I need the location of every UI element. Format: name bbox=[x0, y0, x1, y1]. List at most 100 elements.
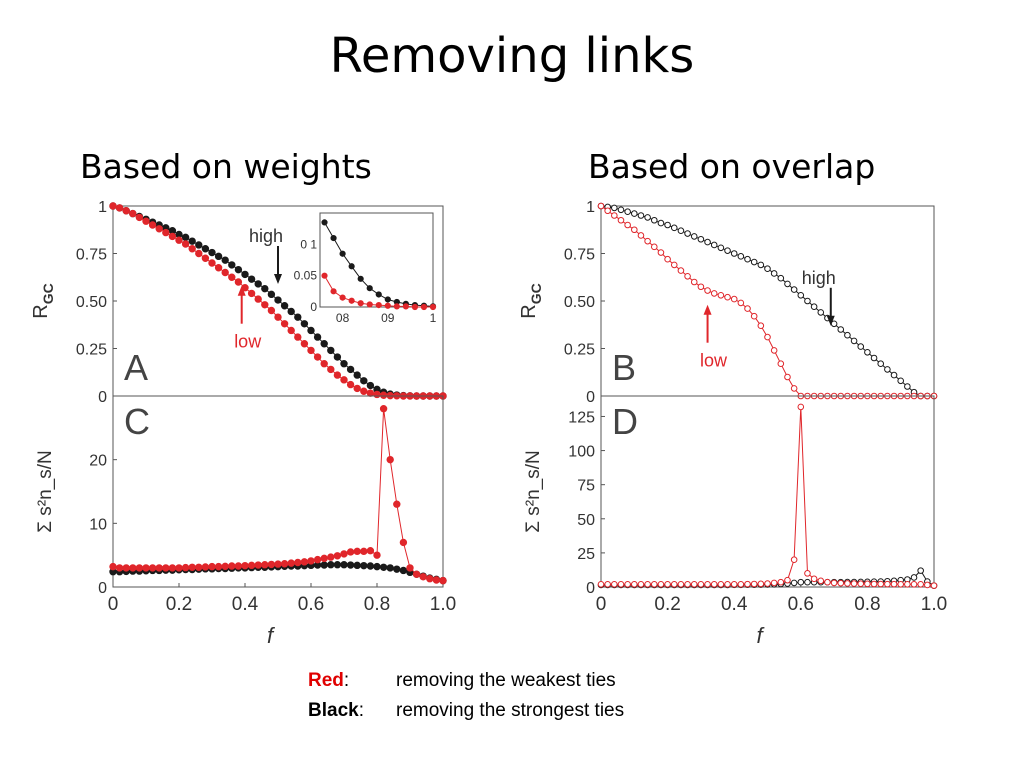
series-line-black bbox=[600, 205, 934, 397]
data-point-red bbox=[764, 333, 771, 341]
inset-point-black bbox=[384, 296, 391, 303]
data-point-red bbox=[115, 204, 124, 212]
data-point-red bbox=[274, 313, 282, 321]
data-point-black bbox=[228, 261, 236, 269]
data-point-black bbox=[221, 256, 229, 264]
data-point-black bbox=[637, 212, 645, 219]
data-point-black bbox=[320, 340, 328, 348]
data-point-black bbox=[346, 365, 355, 374]
data-point-red bbox=[320, 360, 328, 368]
data-point-red bbox=[360, 547, 368, 556]
heading-based-on-weights: Based on weights bbox=[80, 147, 372, 186]
data-point-black bbox=[817, 309, 825, 316]
x-tick-label: 0.4 bbox=[232, 594, 259, 615]
data-point-red bbox=[109, 562, 117, 571]
data-point-red bbox=[690, 278, 698, 286]
y-tick-label: 0.50 bbox=[76, 294, 107, 311]
data-point-black bbox=[241, 270, 249, 279]
panel-letter: C bbox=[124, 401, 150, 442]
data-point-red bbox=[710, 290, 718, 297]
data-point-red bbox=[254, 295, 262, 303]
data-point-red bbox=[439, 576, 447, 585]
inset-point-black bbox=[375, 291, 382, 298]
data-point-red bbox=[604, 580, 611, 588]
data-point-black bbox=[844, 331, 851, 339]
data-point-red bbox=[115, 564, 124, 572]
data-point-red bbox=[624, 221, 631, 229]
data-point-black bbox=[670, 224, 678, 232]
data-point-red bbox=[770, 347, 778, 354]
inset-point-red bbox=[339, 294, 346, 301]
data-point-red bbox=[890, 580, 898, 588]
data-point-black bbox=[644, 214, 651, 221]
data-point-red bbox=[650, 580, 658, 588]
data-point-black bbox=[386, 564, 394, 572]
data-point-black bbox=[744, 255, 751, 263]
y-axis-label: RGC bbox=[518, 283, 544, 318]
data-point-red bbox=[910, 580, 918, 588]
data-point-black bbox=[704, 238, 711, 246]
data-point-red bbox=[333, 552, 342, 560]
data-point-red bbox=[148, 564, 157, 572]
data-point-red bbox=[320, 554, 328, 563]
data-point-red bbox=[730, 580, 738, 588]
data-point-red bbox=[406, 564, 414, 572]
data-point-red bbox=[657, 249, 665, 256]
data-point-red bbox=[637, 232, 645, 239]
data-point-red bbox=[924, 581, 931, 589]
data-point-red bbox=[777, 578, 785, 586]
data-point-red bbox=[399, 538, 408, 547]
data-point-red bbox=[737, 299, 745, 307]
data-point-red bbox=[162, 564, 170, 572]
data-point-black bbox=[287, 307, 295, 316]
y-tick-label: 0.75 bbox=[564, 247, 595, 264]
data-point-red bbox=[267, 560, 276, 569]
data-point-black bbox=[870, 354, 878, 362]
data-point-black bbox=[757, 261, 765, 269]
panel-b: 0 0.25 0.50 0.75 1 B RGC high low bbox=[518, 199, 938, 406]
inset-frame bbox=[319, 212, 434, 308]
data-point-red bbox=[195, 249, 203, 258]
data-point-red bbox=[824, 578, 831, 586]
x-tick-label: 0 bbox=[108, 594, 119, 615]
data-point-black bbox=[399, 566, 408, 575]
data-point-black bbox=[267, 290, 276, 299]
inset-y-tick-label: 0 bbox=[310, 300, 317, 314]
data-point-red bbox=[307, 346, 315, 355]
data-point-red bbox=[267, 306, 276, 315]
data-point-red bbox=[254, 561, 262, 569]
data-point-red bbox=[830, 579, 838, 587]
data-point-red bbox=[280, 560, 289, 568]
data-point-red bbox=[930, 582, 938, 589]
data-point-red bbox=[757, 580, 765, 588]
data-point-black bbox=[333, 561, 342, 569]
inset-point-red bbox=[420, 303, 428, 311]
data-point-red bbox=[340, 550, 348, 558]
data-point-black bbox=[294, 313, 302, 321]
inset-point-red bbox=[348, 297, 355, 304]
data-point-red bbox=[386, 455, 394, 464]
data-point-red bbox=[717, 292, 725, 299]
data-point-red bbox=[664, 580, 671, 588]
data-point-black bbox=[320, 561, 328, 569]
data-point-red bbox=[684, 580, 691, 588]
data-point-red bbox=[307, 557, 315, 565]
data-point-red bbox=[294, 333, 302, 341]
series-line-red bbox=[112, 408, 444, 582]
x-tick-label: 1.0 bbox=[430, 594, 456, 615]
data-point-red bbox=[670, 261, 678, 269]
data-point-red bbox=[664, 255, 671, 263]
data-point-black bbox=[690, 233, 698, 240]
data-point-black bbox=[790, 579, 798, 587]
data-point-red bbox=[631, 226, 638, 234]
color-legend: Red: removing the weakest ties Black: remo… bbox=[308, 666, 624, 726]
y-tick-label: 25 bbox=[577, 546, 595, 563]
data-point-red bbox=[129, 209, 137, 218]
data-point-red bbox=[817, 577, 825, 585]
data-point-black bbox=[333, 353, 342, 361]
data-point-red bbox=[346, 380, 355, 389]
data-point-black bbox=[300, 320, 309, 328]
inset-y-tick-label: 0.05 bbox=[294, 269, 318, 283]
data-point-red bbox=[228, 273, 236, 281]
